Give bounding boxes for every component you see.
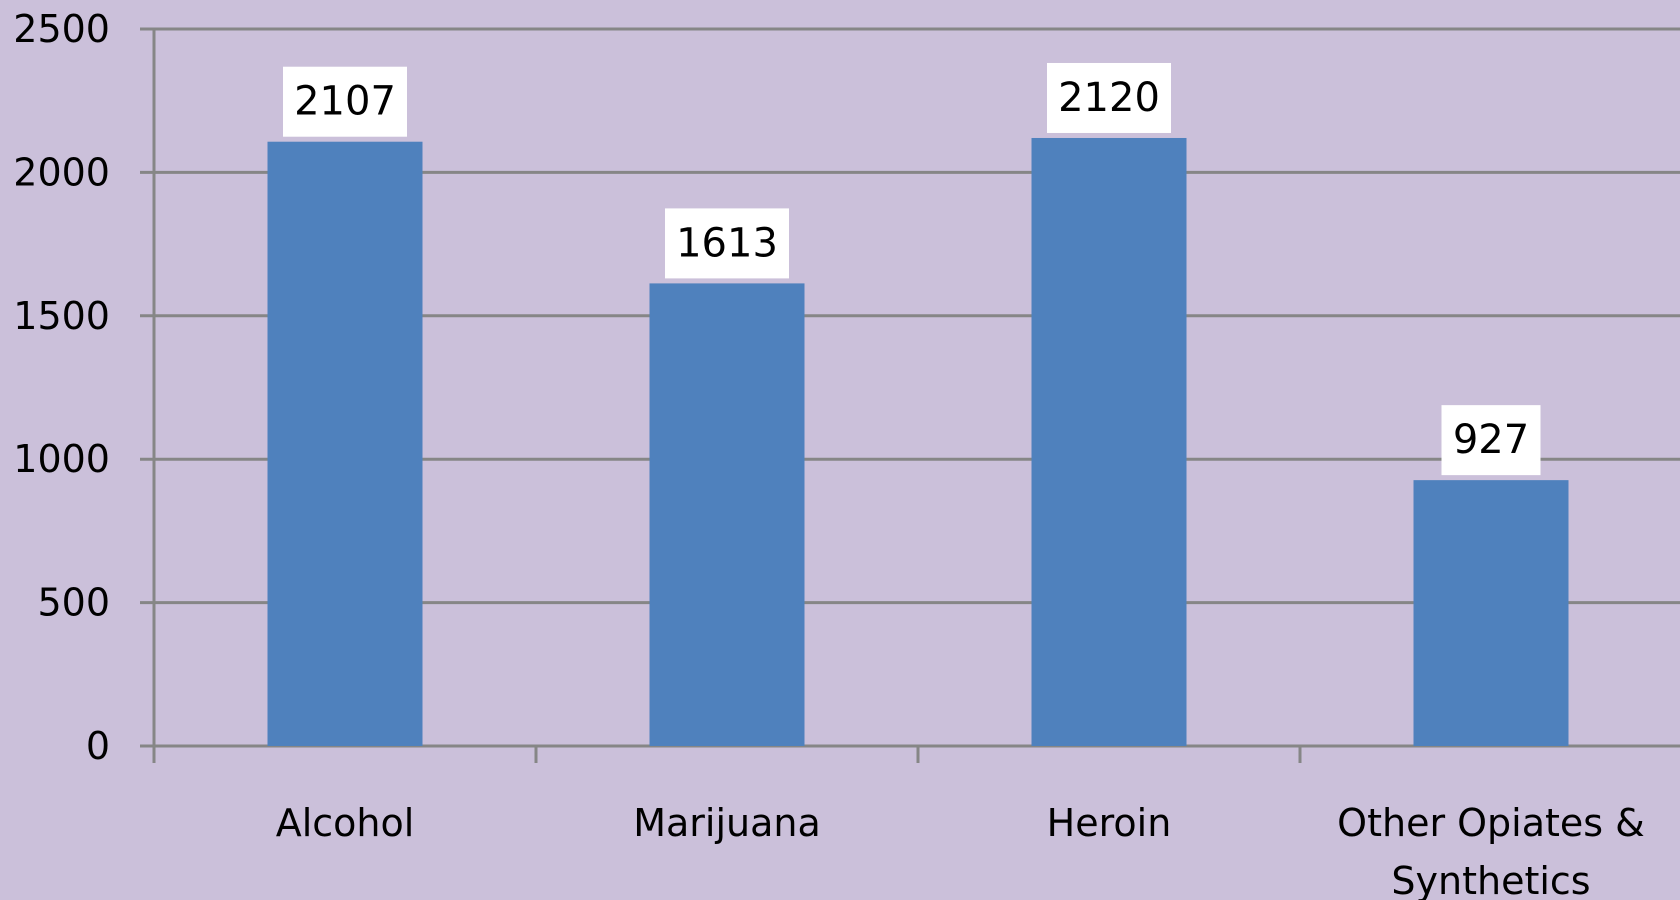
data-label-box	[1047, 62, 1171, 133]
data-label: 927	[1453, 417, 1529, 463]
data-label-box	[1441, 405, 1541, 476]
y-tick-label: 1000	[13, 437, 110, 481]
bar	[649, 283, 805, 746]
data-label-box	[665, 208, 789, 279]
x-category-label: Synthetics	[1391, 859, 1590, 900]
y-tick-label: 1500	[13, 294, 110, 338]
y-tick-label: 2000	[13, 150, 110, 194]
bar	[1413, 480, 1569, 746]
x-category-label: Other Opiates &	[1337, 801, 1645, 845]
bars	[267, 137, 1569, 746]
data-labels: 2107 1613 2120 927	[283, 62, 1541, 476]
bar	[267, 141, 423, 746]
bar	[1031, 137, 1187, 746]
y-tick-label: 0	[86, 724, 110, 768]
y-tick-label: 500	[37, 581, 110, 625]
axes	[152, 29, 1302, 763]
x-category-labels: Alcohol Marijuana Heroin Other Opiates & Syn…	[276, 801, 1645, 900]
data-label: 2120	[1058, 75, 1160, 121]
y-tick-labels: 0 500 1000 1500 2000 2500	[13, 7, 110, 768]
data-label-box	[283, 66, 407, 137]
x-category-label: Heroin	[1047, 801, 1172, 845]
data-label: 2107	[294, 79, 396, 125]
data-label: 1613	[676, 220, 778, 266]
y-tick-label: 2500	[13, 7, 110, 51]
x-category-label: Alcohol	[276, 801, 415, 845]
x-category-label: Marijuana	[633, 801, 821, 845]
